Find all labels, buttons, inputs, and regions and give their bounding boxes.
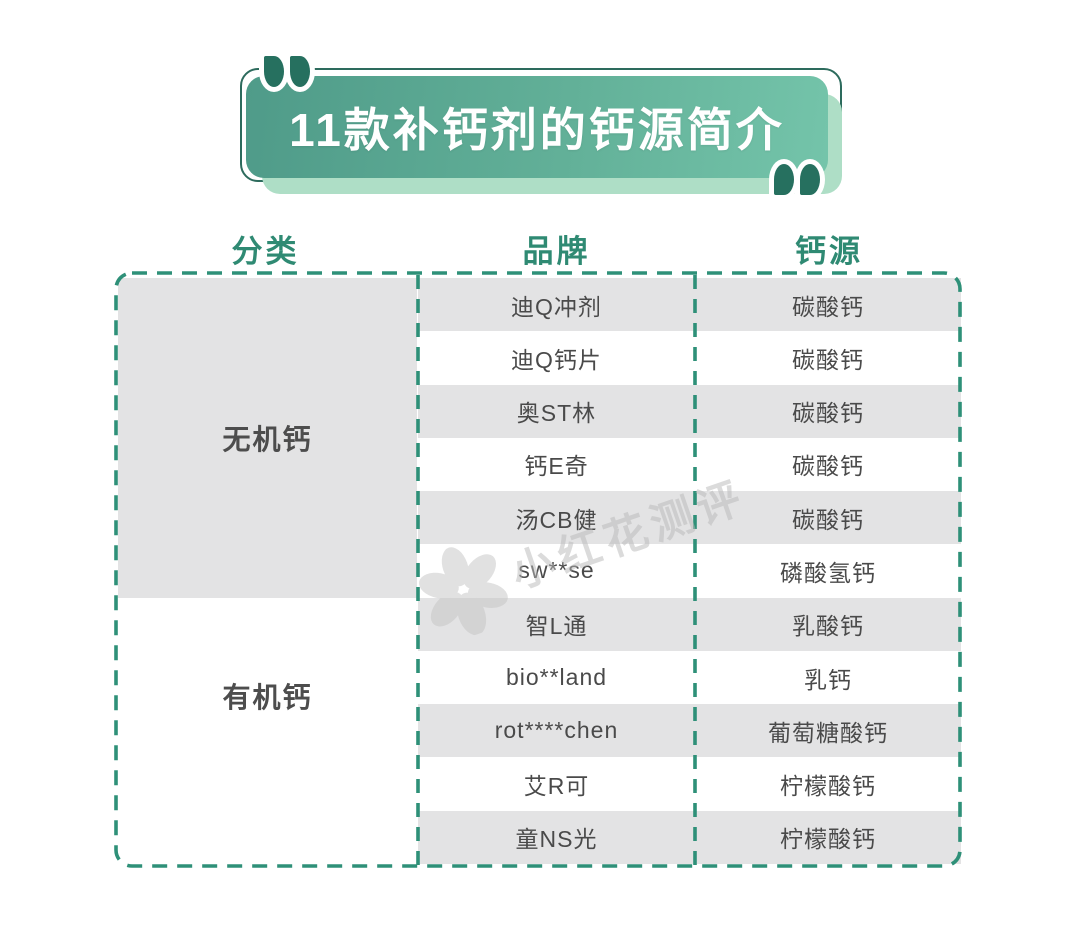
source-cell: 碳酸钙 — [792, 346, 864, 373]
title-banner: 11款补钙剂的钙源简介 — [246, 76, 828, 178]
brand-cell: bio**land — [505, 664, 608, 691]
source-cell: 磷酸氢钙 — [780, 559, 876, 586]
brand-cell: 汤CB健 — [515, 506, 598, 533]
table-row: 智L通 乳酸钙 — [418, 597, 961, 651]
brand-cell: 智L通 — [525, 613, 588, 640]
table-row: 艾R可 柠檬酸钙 — [418, 757, 961, 811]
brand-cell: 童NS光 — [515, 826, 598, 853]
column-header-source: 钙源 — [795, 234, 863, 269]
calcium-source-table: 无机钙 有机钙 迪Q冲剂 碳酸钙 迪Q钙片 碳酸钙 奥ST林 碳酸钙 钙E奇 碳酸钙 汤CB健碳… — [113, 270, 963, 870]
source-cell: 碳酸钙 — [792, 293, 864, 320]
brand-cell: 奥ST林 — [516, 400, 597, 427]
brand-cell: 钙E奇 — [524, 453, 589, 480]
source-cell: 柠檬酸钙 — [780, 773, 876, 800]
brand-cell: 迪Q钙片 — [511, 346, 602, 373]
table-row: 迪Q钙片 碳酸钙 — [418, 331, 961, 385]
page-title: 11款补钙剂的钙源简介 — [289, 104, 785, 156]
brand-cell: rot****chen — [494, 717, 619, 744]
table-row: 奥ST林 碳酸钙 — [418, 384, 961, 438]
table-row: 汤CB健 碳酸钙 — [418, 491, 961, 545]
source-cell: 葡萄糖酸钙 — [768, 719, 888, 746]
table-rows: 迪Q冲剂 碳酸钙 迪Q钙片 碳酸钙 奥ST林 碳酸钙 钙E奇 碳酸钙 汤CB健 碳酸钙 sw**se… — [418, 278, 961, 864]
column-header-category: 分类 — [231, 234, 300, 269]
close-quote-icon — [774, 164, 820, 195]
source-cell: 碳酸钙 — [792, 453, 864, 480]
source-cell: 碳酸钙 — [792, 506, 864, 533]
table-row: 迪Q冲剂 碳酸钙 — [418, 278, 961, 332]
brand-cell: 艾R可 — [523, 773, 590, 800]
category-cell-organic: 有机钙 — [118, 598, 417, 864]
table-row: sw**se 磷酸氢钙 — [418, 544, 961, 598]
category-cell-inorganic: 无机钙 — [118, 278, 417, 598]
source-cell: 乳钙 — [804, 666, 852, 693]
source-cell: 柠檬酸钙 — [780, 826, 876, 853]
table-row: bio**land 乳钙 — [418, 650, 961, 705]
category-label: 有机钙 — [222, 682, 313, 713]
table-row: rot****chen 葡萄糖酸钙 — [418, 704, 961, 758]
brand-cell: 迪Q冲剂 — [511, 293, 602, 320]
source-cell: 碳酸钙 — [792, 400, 864, 427]
category-label: 无机钙 — [222, 424, 313, 455]
source-cell: 乳酸钙 — [792, 613, 864, 640]
brand-cell: sw**se — [518, 557, 595, 584]
column-header-brand: 品牌 — [522, 234, 591, 269]
table-row: 童NS光 柠檬酸钙 — [418, 810, 961, 864]
table-row: 钙E奇 碳酸钙 — [418, 437, 961, 492]
open-quote-icon — [264, 56, 310, 87]
